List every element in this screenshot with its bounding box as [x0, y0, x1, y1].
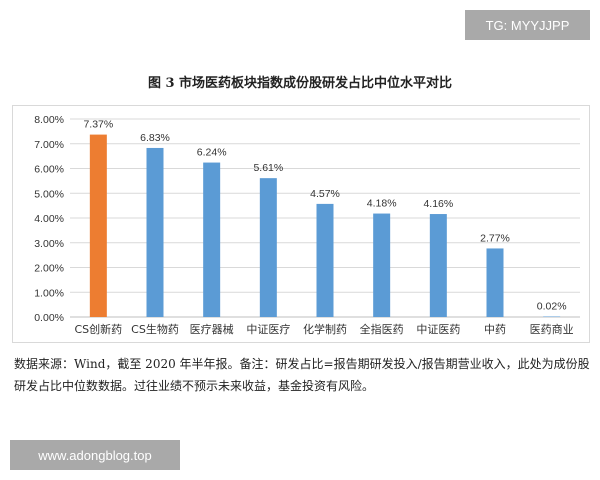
- bar: [259, 178, 277, 317]
- bar: [89, 134, 107, 317]
- bar: [373, 213, 391, 317]
- y-tick-label: 4.00%: [34, 213, 64, 225]
- watermark-top: TG: MYYJJPP: [465, 10, 590, 40]
- bar: [146, 147, 164, 317]
- y-tick-label: 6.00%: [34, 164, 64, 176]
- x-tick-label: 中证医药: [416, 323, 460, 336]
- y-tick-label: 3.00%: [34, 238, 64, 250]
- bar: [486, 248, 504, 317]
- x-tick-label: 中药: [484, 323, 506, 336]
- x-tick-label: CS生物药: [131, 322, 179, 336]
- x-tick-label: 医疗器械: [190, 322, 234, 336]
- data-label: 6.24%: [197, 147, 227, 159]
- bar: [203, 162, 221, 317]
- y-tick-label: 1.00%: [34, 287, 64, 299]
- bar: [429, 214, 447, 317]
- y-tick-label: 8.00%: [34, 114, 64, 126]
- data-label: 0.02%: [537, 301, 567, 313]
- bar-chart: 0.00% 1.00% 2.00% 3.00% 4.00% 5.00% 6.00% 7.00%…: [34, 114, 580, 336]
- y-tick-label: 0.00%: [34, 312, 64, 324]
- data-label: 6.83%: [140, 132, 170, 144]
- data-label: 7.37%: [83, 119, 113, 131]
- y-tick-label: 7.00%: [34, 139, 64, 151]
- data-label: 2.77%: [480, 232, 510, 244]
- y-tick-label: 2.00%: [34, 263, 64, 275]
- data-label: 4.57%: [310, 188, 340, 200]
- x-tick-label: 中证医疗: [246, 322, 290, 336]
- data-label: 5.61%: [253, 162, 283, 174]
- bar: [543, 316, 561, 317]
- figure-title: 图 3 市场医药板块指数成份股研发占比中位水平对比: [147, 76, 453, 91]
- data-label: 4.16%: [423, 198, 453, 210]
- watermark-bottom: www.adongblog.top: [10, 440, 180, 470]
- x-tick-label: 全指医药: [360, 322, 404, 336]
- bar: [316, 203, 334, 317]
- chart-frame: [12, 105, 590, 343]
- x-tick-label: 医药商业: [530, 322, 574, 336]
- data-label: 4.18%: [367, 198, 397, 210]
- x-tick-label: CS创新药: [74, 322, 122, 336]
- y-tick-label: 5.00%: [34, 188, 64, 200]
- x-tick-label: 化学制药: [303, 322, 347, 336]
- figure-note: 数据来源：Wind，截至 2020 年半年报。备注：研发占比=报告期研发投入/报…: [14, 357, 590, 393]
